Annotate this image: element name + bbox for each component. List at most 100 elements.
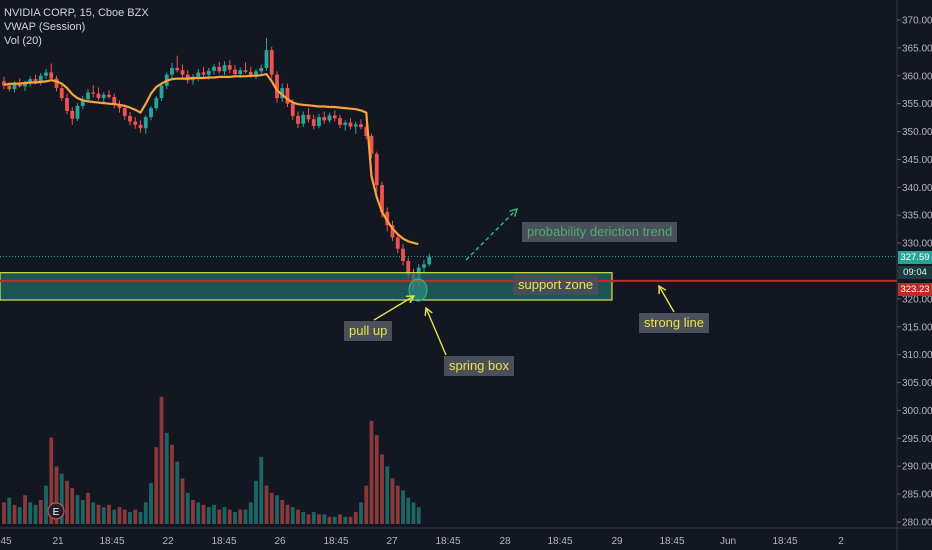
candle-body (301, 114, 306, 124)
vwap-indicator-label[interactable]: VWAP (Session) (4, 21, 86, 33)
candle (49, 63, 54, 81)
candle (191, 74, 195, 85)
time-tick-label: 2 (838, 536, 844, 547)
candle-body (317, 117, 321, 126)
candle (217, 61, 222, 74)
candle-body (185, 74, 190, 81)
volume-bar (385, 466, 390, 524)
strong-line-annotation[interactable]: strong line (639, 313, 709, 333)
candle (59, 85, 64, 101)
price-axis[interactable]: 370.00 365.00 360.00 355.00 350.00 345.00 340.… (896, 0, 932, 550)
candle (222, 61, 227, 75)
price-tick-label: 290.00 (902, 462, 932, 473)
price-tick-label: 330.00 (902, 239, 932, 250)
candle-body (112, 96, 117, 105)
volume-bar (185, 492, 190, 524)
volume-bar (49, 437, 54, 524)
volume-bar (23, 495, 27, 524)
volume-bar (359, 502, 363, 524)
volume-bar (44, 485, 48, 524)
candle-body (227, 65, 232, 70)
volume-bar (54, 466, 59, 524)
pull-up-annotation[interactable]: pull up (344, 321, 393, 341)
candle (317, 113, 321, 129)
time-tick-label: 18:45 (772, 536, 797, 547)
candle (269, 46, 274, 79)
volume-bar (227, 509, 232, 524)
strong-line-arrow-shaft (658, 285, 675, 313)
price-tick-label: 310.00 (902, 350, 932, 361)
support-zone-annotation[interactable]: support zone (513, 275, 599, 295)
candle (332, 110, 337, 122)
candle (133, 117, 138, 129)
volume-bar (243, 509, 248, 524)
trend-arrow-shaft (465, 208, 518, 261)
candle-body (96, 93, 101, 99)
candle-body (275, 74, 279, 99)
price-tick-label: 305.00 (902, 378, 932, 389)
price-tick-label: 340.00 (902, 183, 932, 194)
candle-body (259, 67, 264, 72)
volume-bar (86, 492, 90, 524)
volume-bar (285, 504, 290, 524)
volume-bar (65, 480, 69, 524)
time-tick-label: 18:45 (435, 536, 460, 547)
candle-body (70, 110, 75, 119)
volume-bar (196, 502, 201, 524)
volume-bar (138, 512, 143, 524)
candle (185, 70, 190, 84)
volume-bar (416, 507, 421, 524)
candle (306, 108, 311, 123)
candle-body (196, 72, 201, 77)
candle-body (7, 85, 12, 90)
price-tick-label: 295.00 (902, 434, 932, 445)
volume-bar (233, 512, 237, 524)
volume-bar (17, 507, 22, 524)
candle-body (374, 153, 379, 186)
volume-series (2, 396, 421, 524)
time-tick-label: Jun (720, 536, 736, 547)
volume-bar (33, 504, 38, 524)
price-tick-label: 345.00 (902, 155, 932, 166)
candle (338, 114, 342, 129)
volume-bar (327, 516, 332, 524)
time-axis[interactable]: 45 21 18:45 22 18:45 26 18:45 27 18:45 28 18:45 29 1… (0, 527, 932, 547)
volume-bar (28, 502, 33, 524)
volume-indicator-label[interactable]: Vol (20) (4, 35, 42, 47)
candle-body (149, 108, 153, 118)
price-tick-label: 350.00 (902, 127, 932, 138)
volume-bar (374, 435, 379, 524)
candle-body (117, 104, 122, 109)
volume-bar (317, 514, 321, 524)
candle (285, 83, 290, 108)
candle (348, 118, 353, 130)
candle-body (348, 122, 353, 127)
candle (254, 69, 258, 80)
price-tick-label: 360.00 (902, 71, 932, 82)
candle (28, 76, 33, 87)
candle-body (180, 70, 185, 75)
price-tick-label: 280.00 (902, 518, 932, 529)
candle-body (243, 70, 248, 72)
strong-line-arrow-head (658, 284, 667, 295)
volume-bar (101, 507, 106, 524)
candle-body (12, 83, 17, 90)
candle (44, 69, 48, 80)
spring-box-annotation[interactable]: spring box (444, 356, 514, 376)
candle-body (128, 115, 132, 122)
volume-bar (275, 495, 279, 524)
candle-body (217, 66, 222, 72)
candle (175, 55, 180, 73)
symbol-title[interactable]: NVIDIA CORP, 15, Cboe BZX (4, 7, 149, 19)
time-tick-label: 26 (274, 536, 286, 547)
candle-body (75, 105, 80, 119)
probability-annotation[interactable]: probability deriction trend (522, 222, 678, 242)
volume-bar (191, 500, 195, 524)
volume-bar (369, 420, 374, 524)
candle-body (44, 72, 48, 76)
candle (369, 133, 374, 159)
volume-bar (38, 500, 43, 524)
price-tick-label: 355.00 (902, 99, 932, 110)
candle-body (338, 118, 342, 125)
